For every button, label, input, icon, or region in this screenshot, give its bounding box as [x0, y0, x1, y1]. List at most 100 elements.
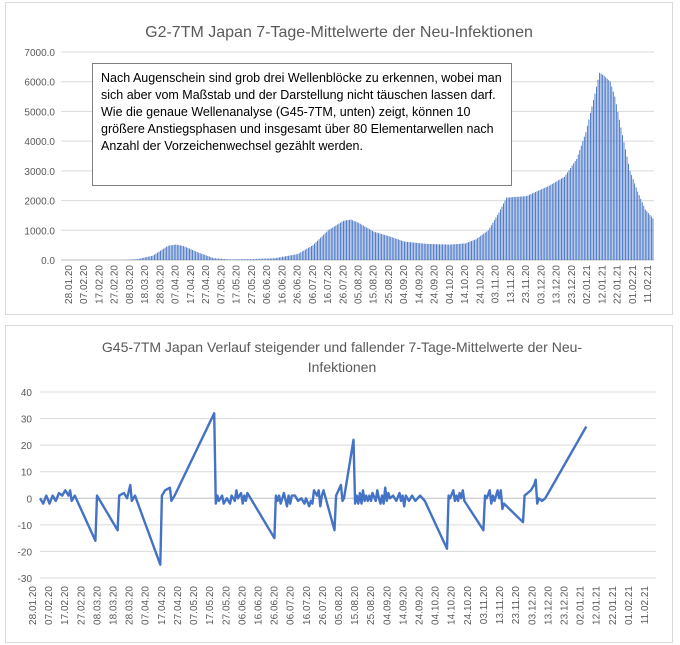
top-bar: [152, 255, 154, 260]
top-bar: [213, 258, 215, 260]
top-bar: [429, 244, 431, 260]
top-bar: [228, 259, 230, 260]
bottom-x-tick-label: 07.02.20: [44, 586, 55, 625]
top-bar: [509, 197, 511, 260]
top-bar: [451, 244, 453, 260]
top-bar: [603, 75, 605, 261]
top-bar: [437, 244, 439, 260]
bottom-x-tick-label: 16.07.20: [302, 586, 313, 625]
top-bar: [414, 242, 416, 260]
top-bar: [236, 259, 238, 260]
top-bar: [224, 259, 226, 260]
top-bar: [548, 185, 550, 260]
top-bar: [524, 196, 526, 260]
top-bar: [556, 181, 558, 260]
top-x-tick-label: 23.11.20: [521, 265, 532, 304]
top-bar: [282, 256, 283, 260]
top-bar: [419, 243, 421, 260]
top-bar: [225, 259, 227, 260]
top-bar: [216, 258, 218, 260]
top-bar: [141, 258, 143, 260]
top-bar: [382, 234, 384, 260]
top-y-tick-label: 0.0: [41, 256, 55, 267]
top-bar: [266, 258, 268, 260]
top-bar: [294, 254, 296, 260]
top-bar: [527, 195, 529, 260]
top-bar: [231, 259, 233, 260]
top-bar: [400, 240, 402, 260]
bottom-gridlines: [40, 391, 656, 579]
top-bar: [516, 196, 518, 260]
top-bar: [408, 242, 410, 260]
top-bar: [528, 194, 530, 260]
top-bar: [277, 257, 279, 260]
top-bar: [269, 258, 271, 260]
top-x-tick-label: 12.01.21: [597, 265, 608, 304]
bottom-x-tick-label: 14.10.20: [447, 586, 458, 625]
top-bar: [146, 256, 148, 260]
top-bar: [346, 220, 347, 260]
top-bar: [439, 244, 440, 260]
top-bar: [609, 81, 611, 260]
top-bar: [583, 136, 585, 260]
top-bar: [178, 245, 180, 260]
top-bar: [423, 243, 425, 260]
top-bar: [250, 259, 251, 260]
top-bar: [553, 183, 555, 260]
top-bar: [205, 255, 207, 260]
top-bar: [550, 184, 552, 260]
top-bar: [237, 259, 239, 260]
top-chart-title: G2-7TM Japan 7-Tage-Mittelwerte der Neu-…: [145, 24, 533, 41]
top-bar: [350, 219, 352, 260]
top-bar: [573, 163, 575, 260]
bottom-x-tick-label: 02.01.21: [576, 586, 587, 625]
top-bar: [175, 244, 177, 260]
top-bar: [367, 228, 369, 260]
top-bar: [498, 212, 500, 260]
top-bar: [307, 247, 309, 260]
top-bar: [452, 244, 454, 260]
top-bar: [259, 258, 261, 260]
top-bar: [336, 224, 338, 260]
top-bar: [434, 244, 436, 260]
top-bar: [376, 232, 378, 260]
top-bar: [567, 172, 569, 260]
top-bar: [208, 256, 210, 260]
top-bar: [196, 251, 198, 260]
top-bar: [358, 222, 360, 260]
top-bar: [361, 224, 363, 260]
top-bar: [571, 165, 573, 260]
bottom-x-tick-label: 03.12.20: [527, 586, 538, 625]
top-bar: [504, 200, 506, 260]
top-bar: [323, 234, 325, 260]
bottom-x-tick-label: 12.01.21: [592, 586, 603, 625]
top-bar: [132, 259, 134, 260]
top-bar: [611, 86, 613, 261]
top-bar: [458, 243, 460, 260]
top-bar: [181, 245, 183, 260]
top-bar: [568, 170, 570, 260]
bottom-y-axis: -30 -20 -10 0 10 20 30 40: [18, 388, 33, 585]
top-bar: [303, 250, 305, 260]
top-bar: [306, 248, 308, 260]
top-bar: [490, 225, 492, 260]
bottom-x-tick-label: 04.10.20: [431, 586, 442, 625]
top-x-tick-label: 24.09.20: [430, 265, 441, 304]
top-x-axis: 28.01.20 07.02.20 17.02.20 27.02.20 08.03.20…: [64, 265, 654, 304]
top-bar: [440, 244, 442, 260]
top-bar: [518, 196, 520, 260]
top-bar: [268, 258, 270, 260]
top-bar: [134, 259, 136, 260]
top-bar: [483, 233, 485, 260]
top-bar: [355, 221, 357, 260]
top-bar: [640, 198, 642, 260]
top-bar: [324, 233, 326, 260]
top-x-tick-label: 04.09.20: [399, 265, 410, 304]
top-bar: [637, 191, 639, 260]
top-bar: [149, 256, 151, 260]
top-bar: [634, 183, 636, 260]
top-bar: [245, 259, 247, 260]
top-bar: [283, 256, 285, 260]
top-bar: [295, 254, 297, 260]
top-bar: [620, 127, 622, 260]
